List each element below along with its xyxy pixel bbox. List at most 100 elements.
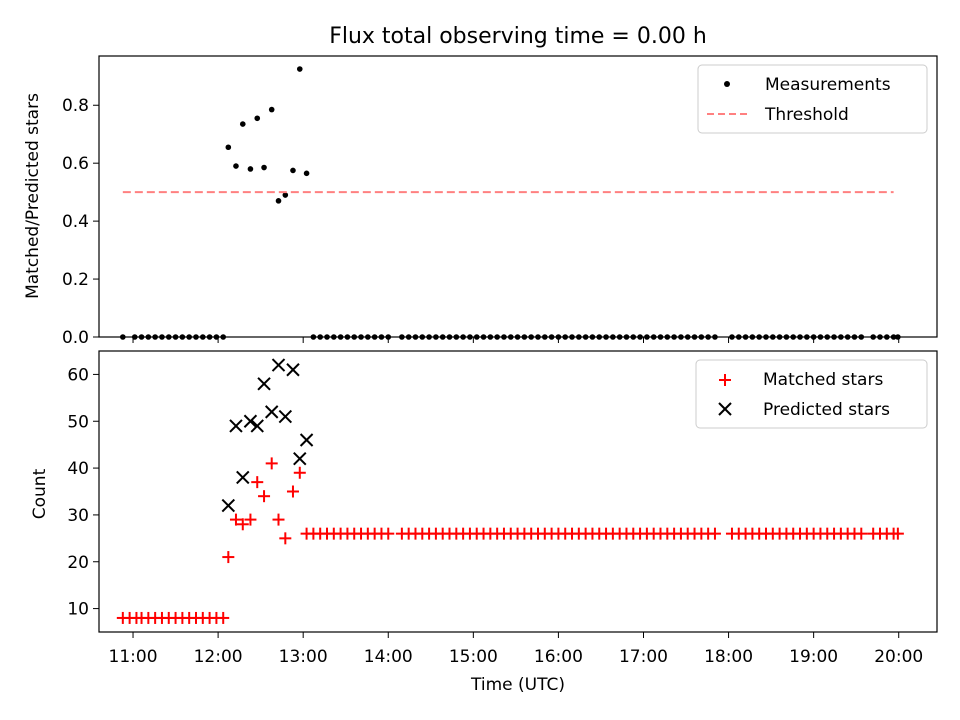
measurement-point [838, 334, 844, 340]
measurement-point [783, 334, 790, 340]
matched-star-point [229, 513, 242, 526]
x-tick-label: 19:00 [789, 647, 838, 667]
measurement-point [233, 163, 239, 169]
predicted-star-point [264, 405, 279, 419]
measurement-point [756, 334, 762, 340]
measurement-point [206, 334, 213, 340]
measurement-point [770, 334, 776, 340]
measurement-point [303, 170, 310, 177]
measurement-point [817, 334, 824, 340]
measurement-point [610, 334, 616, 340]
measurement-point [507, 334, 514, 340]
measurement-point [877, 334, 883, 340]
measurement-point [804, 334, 810, 340]
measurement-point [378, 334, 385, 340]
measurement-point [446, 334, 453, 340]
measurement-point [895, 334, 901, 340]
measurement-point [405, 334, 412, 340]
matched-legend-label: Matched stars [763, 370, 883, 390]
bottom-series [116, 358, 904, 624]
measurement-point [776, 334, 783, 340]
top-y-tick-label: 0.2 [62, 270, 89, 290]
measurement-point [535, 334, 541, 340]
measurement-point [858, 334, 865, 340]
x-tick-label: 17:00 [619, 647, 668, 667]
measurement-point [664, 334, 671, 340]
measurement-point [582, 334, 589, 340]
predicted-star-point [236, 470, 250, 485]
measurement-point [261, 164, 267, 171]
measurement-point [225, 144, 232, 151]
measurement-point [749, 334, 756, 340]
measurement-point [589, 334, 596, 340]
measurement-point [844, 334, 851, 340]
measurement-point [275, 198, 282, 204]
measurement-point [790, 334, 797, 340]
matched-star-point [286, 485, 299, 498]
measurement-point [487, 334, 494, 340]
bottom-y-tick-label: 10 [67, 600, 89, 620]
measurement-point [331, 334, 337, 340]
measurement-point [742, 334, 749, 340]
matched-star-point [382, 527, 395, 540]
predicted-star-point [278, 409, 293, 424]
measurement-point [268, 106, 275, 113]
measurement-point [439, 334, 446, 340]
matched-star-point [251, 476, 264, 489]
matched-star-point [293, 466, 306, 479]
measurement-point [239, 121, 246, 127]
top-y-tick-label: 0.4 [62, 212, 89, 232]
measurement-point [172, 334, 179, 340]
x-tick-label: 15:00 [449, 647, 498, 667]
matched-star-point [244, 513, 257, 526]
chart-title: Flux total observing time = 0.00 h [329, 24, 707, 49]
measurement-point [501, 334, 507, 340]
measurement-point [616, 334, 623, 340]
top-legend: Measurements Threshold [697, 64, 928, 134]
measurement-point [623, 334, 630, 340]
threshold-legend-label: Threshold [764, 105, 849, 125]
bottom-y-tick-label: 40 [67, 459, 89, 479]
measurement-point [735, 334, 742, 340]
matched-star-point [217, 611, 230, 624]
measurement-point [657, 334, 664, 340]
bottom-y-ticks: 10 20 30 40 50 60 [67, 365, 99, 620]
bottom-panel: 10 20 30 40 50 60 11:00 12:00 13:00 14:00 15:00 16… [30, 350, 938, 695]
measurement-point [884, 334, 890, 340]
measurements-legend-label: Measurements [765, 75, 891, 95]
measurement-point [480, 334, 487, 340]
measurement-point [131, 334, 138, 340]
predicted-star-point [299, 433, 314, 447]
predicted-legend-label: Predicted stars [763, 400, 890, 420]
measurement-point [473, 334, 480, 340]
measurement-point [358, 334, 364, 340]
bottom-y-tick-label: 60 [67, 365, 89, 385]
measurement-point [684, 334, 691, 340]
bottom-y-tick-label: 20 [67, 553, 89, 573]
measurement-point [145, 334, 152, 340]
measurement-point [514, 334, 521, 340]
matched-star-point [222, 551, 235, 564]
measurement-point [186, 334, 192, 340]
measurement-point [494, 334, 500, 340]
predicted-legend-marker [718, 402, 732, 416]
measurement-point [763, 334, 769, 340]
measurement-point [644, 334, 650, 340]
matched-star-point [258, 490, 271, 503]
measurement-point [671, 334, 677, 340]
measurement-point [324, 334, 330, 340]
measurement-point [460, 334, 466, 340]
measurement-point [650, 334, 657, 340]
predicted-star-point [229, 419, 243, 433]
measurement-point [596, 334, 603, 340]
matched-star-point [236, 518, 249, 531]
measurement-point [282, 192, 289, 198]
x-tick-label: 20:00 [874, 647, 923, 667]
measurement-point [199, 334, 206, 340]
measurement-point [797, 334, 803, 340]
measurement-point [399, 334, 405, 340]
measurement-point [603, 334, 609, 340]
top-y-tick-label: 0.6 [62, 154, 89, 174]
measurement-point [870, 334, 876, 340]
measurement-point [712, 334, 718, 340]
